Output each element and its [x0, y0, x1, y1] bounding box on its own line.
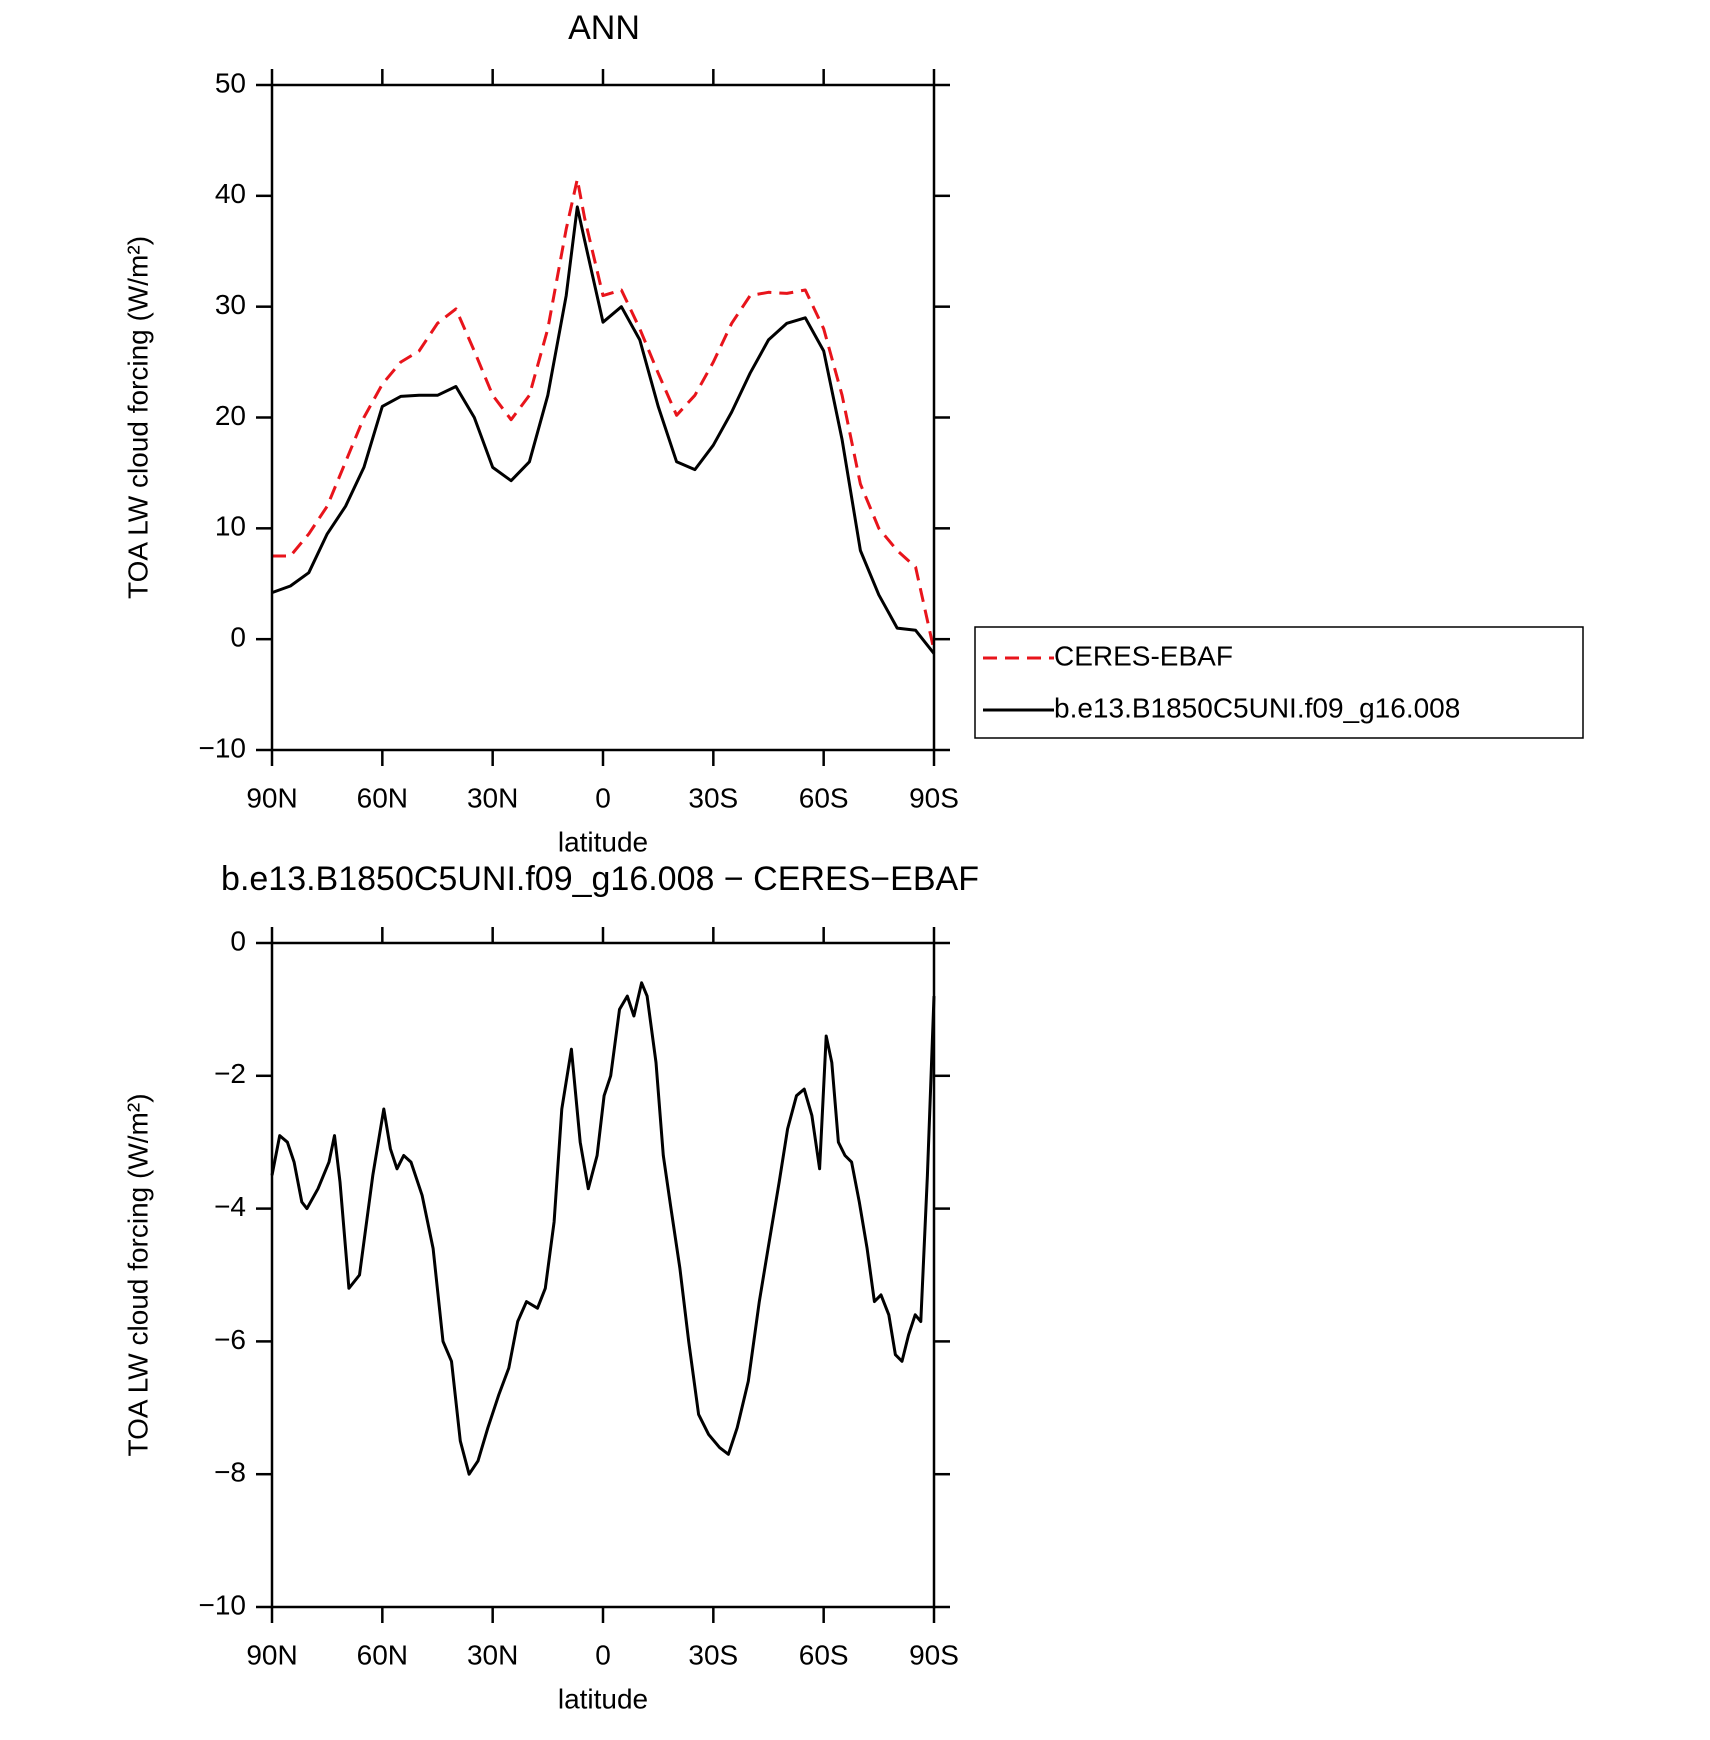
y-tick-label: 50: [215, 67, 246, 98]
x-tick-label: 60S: [799, 1639, 849, 1670]
y-axis-label: TOA LW cloud forcing (W/m²): [122, 1093, 153, 1456]
series-line: [272, 177, 936, 651]
legend-label: CERES-EBAF: [1054, 640, 1233, 671]
legend-label: b.e13.B1850C5UNI.f09_g16.008: [1054, 692, 1460, 723]
chart-title: b.e13.B1850C5UNI.f09_g16.008 − CERES−EBA…: [221, 860, 979, 898]
x-tick-label: 30N: [467, 782, 518, 813]
plot-frame: [270, 83, 936, 752]
y-tick-label: 0: [230, 925, 246, 956]
chart-title: ANN: [568, 9, 640, 47]
y-tick-label: −10: [199, 1589, 247, 1620]
x-tick-label: 0: [595, 1639, 611, 1670]
y-tick-label: 40: [215, 178, 246, 209]
y-tick-label: −6: [214, 1324, 246, 1355]
y-tick-label: 30: [215, 289, 246, 320]
x-tick-label: 60S: [799, 782, 849, 813]
y-tick-label: −10: [199, 732, 247, 763]
x-axis-label: latitude: [558, 826, 648, 857]
y-axis-label: TOA LW cloud forcing (W/m²): [122, 236, 153, 599]
x-tick-label: 0: [595, 782, 611, 813]
x-tick-label: 60N: [357, 782, 408, 813]
x-tick-label: 30S: [688, 1639, 738, 1670]
series-line: [271, 205, 936, 655]
y-tick-label: −8: [214, 1457, 246, 1488]
x-tick-label: 30S: [688, 782, 738, 813]
legend-box: [974, 626, 1584, 739]
x-tick-label: 60N: [357, 1639, 408, 1670]
x-tick-label: 90S: [909, 1639, 959, 1670]
x-tick-label: 90N: [246, 1639, 297, 1670]
y-tick-label: 0: [230, 622, 246, 653]
y-tick-label: −4: [214, 1191, 246, 1222]
x-tick-label: 30N: [467, 1639, 518, 1670]
series-line: [270, 981, 936, 1476]
y-tick-label: −2: [214, 1058, 246, 1089]
y-tick-label: 20: [215, 400, 246, 431]
x-axis-label: latitude: [558, 1683, 648, 1714]
y-tick-label: 10: [215, 511, 246, 542]
x-tick-label: 90N: [246, 782, 297, 813]
x-tick-label: 90S: [909, 782, 959, 813]
plot-frame: [270, 941, 936, 1609]
